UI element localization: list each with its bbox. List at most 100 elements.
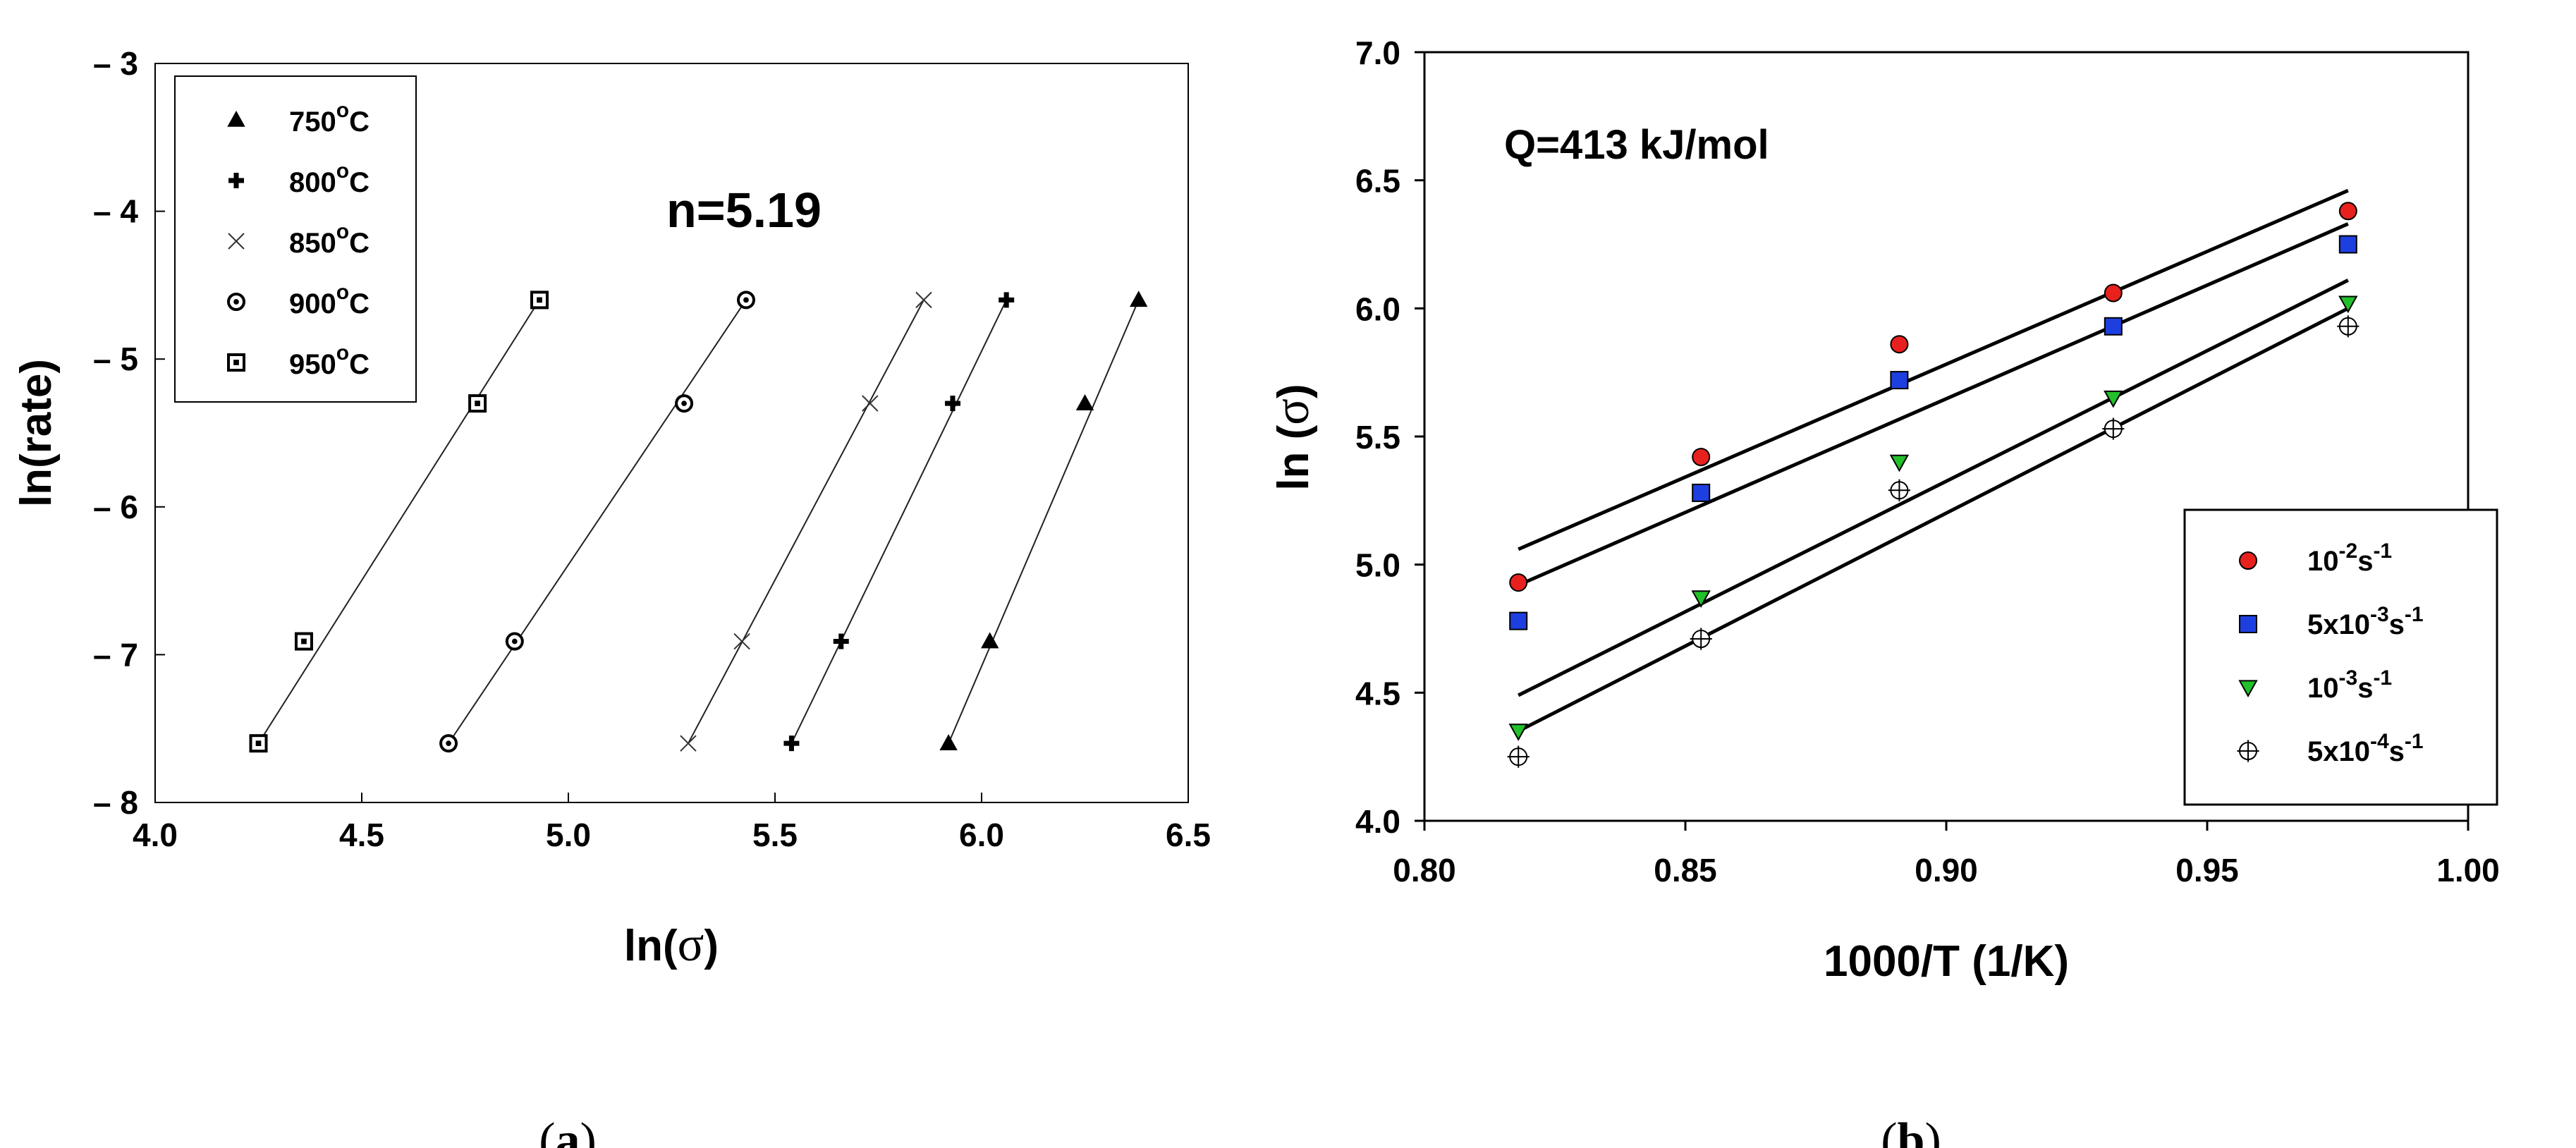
data-point-series-1 [1509,611,1528,630]
panel-b-y-axis-label: ln (σ) [1265,384,1319,490]
x-tick-label: 6.0 [959,817,1004,853]
data-point-series-2 [1889,454,1910,472]
y-tick-label: – 3 [93,45,138,82]
panel-b-x-axis-label: 1000/T (1/K) [1824,937,2069,986]
data-point-950 [249,734,268,753]
x-tick-label: 6.5 [1166,817,1211,853]
y-tick-label: – 6 [93,489,138,525]
data-point-series-0 [2338,202,2357,221]
data-point-900 [439,734,458,753]
y-tick-label: 5.0 [1355,547,1400,584]
legend-marker-series-1 [2239,615,2257,633]
data-point-series-2 [1691,590,1711,608]
panel-a-legend-box [174,75,417,403]
x-tick-label: 0.95 [2175,852,2239,889]
y-tick-label: 4.5 [1355,675,1400,712]
data-point-750 [981,632,999,649]
legend-label-950: 950oC [289,341,370,380]
data-point-800 [999,292,1015,308]
data-point-750 [1129,291,1148,307]
data-point-series-3 [2102,417,2125,440]
fit-line-800 [790,299,1008,744]
x-tick-label: 5.5 [752,817,798,853]
legend-label-series-2: 10-3s-1 [2307,666,2392,704]
legend-marker-950 [227,353,245,372]
data-point-950 [294,632,313,651]
data-point-series-2 [1508,723,1528,741]
panel-a-x-axis-label: ln(σ) [624,917,719,972]
data-point-900 [736,291,755,310]
sigma-symbol: σ [1265,398,1319,425]
legend-label-750: 750oC [289,99,370,138]
legend-label-900: 900oC [289,281,370,319]
panel-b-chart: 0.80 0.85 0.90 0.95 1.00 4.0 4.5 5.0 5.5 6.0 6.5 7.… [1265,35,2500,1148]
data-point-800 [833,633,849,649]
data-point-series-0 [1890,335,1909,354]
fit-line-900 [448,299,747,744]
data-point-series-0 [1692,448,1711,467]
y-tick-label: 7.0 [1355,35,1400,71]
panel-b-legend-box [2183,508,2498,806]
legend-label-800: 800oC [289,159,370,198]
data-point-series-1 [1692,483,1711,502]
fit-line-series-1 [1518,222,2349,587]
legend-marker-850 [228,233,245,250]
data-point-950 [530,291,549,310]
x-tick-label: 1.00 [2436,852,2500,889]
x-tick-label: 5.0 [546,817,591,853]
data-point-950 [468,394,487,413]
legend-marker-series-0 [2239,551,2257,570]
legend-label-series-0: 10-2s-1 [2307,539,2392,577]
sigma-symbol: σ [678,917,704,972]
legend-marker-series-3 [2237,740,2259,762]
fit-line-850 [688,299,924,744]
data-point-850 [733,633,750,650]
y-tick-label: – 4 [93,193,138,230]
legend-marker-750 [227,110,245,127]
data-point-series-3 [1507,745,1530,768]
fit-line-series-3 [1518,307,2349,733]
data-point-series-2 [2338,295,2358,314]
data-point-750 [939,734,958,750]
data-point-850 [862,395,879,412]
panel-b-caption: (b) [1881,1113,1941,1148]
data-point-series-1 [1890,371,1909,390]
data-point-series-1 [2338,235,2357,254]
data-point-900 [505,632,524,651]
data-point-series-3 [1690,628,1712,650]
y-tick-label: – 7 [93,636,138,673]
legend-marker-800 [228,173,244,188]
data-point-series-3 [1888,479,1910,501]
fit-line-750 [948,299,1140,744]
panel-b-annotation: Q=413 kJ/mol [1504,122,1769,168]
y-tick-label: 5.5 [1355,419,1400,456]
x-tick-label: 0.90 [1915,852,1978,889]
data-point-850 [915,291,932,309]
data-point-series-1 [2104,317,2123,336]
x-tick-label: 4.0 [133,817,178,853]
legend-label-850: 850oC [289,220,370,259]
data-point-850 [680,735,697,752]
data-point-series-3 [2337,315,2360,338]
data-point-800 [944,396,960,412]
x-tick-label: 4.5 [339,817,384,853]
data-point-series-0 [1509,573,1528,592]
legend-label-series-3: 5x10-4s-1 [2307,730,2424,767]
legend-marker-series-2 [2238,680,2258,698]
data-point-800 [783,735,800,752]
data-point-series-0 [2104,283,2123,303]
y-tick-label: – 8 [93,784,138,821]
panel-a-y-axis-label: ln(rate) [12,359,61,507]
fit-line-series-0 [1518,188,2349,551]
data-point-series-2 [2104,390,2123,408]
legend-label-series-1: 5x10-3s-1 [2307,603,2424,640]
data-point-900 [675,394,694,413]
fit-line-950 [257,299,540,744]
x-tick-label: 0.80 [1393,852,1456,889]
y-tick-label: 6.5 [1355,163,1400,200]
x-tick-label: 0.85 [1654,852,1717,889]
data-point-750 [1075,394,1094,410]
y-tick-label: 4.0 [1355,803,1400,840]
y-tick-label: – 5 [93,341,138,377]
